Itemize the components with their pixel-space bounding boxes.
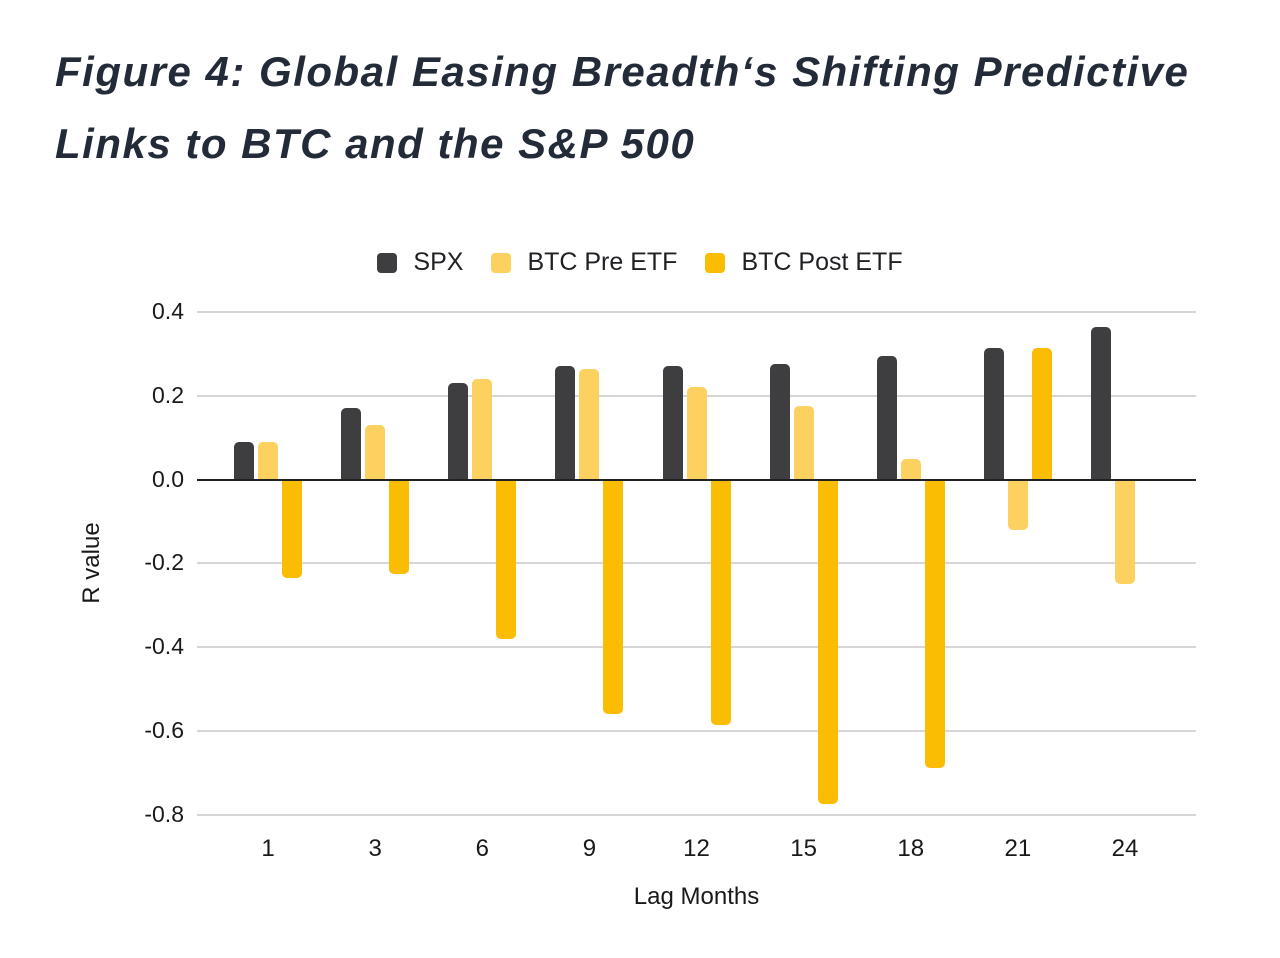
legend-label: BTC Pre ETF [527,248,678,276]
y-tick-label: -0.8 [144,800,184,827]
bar-btc-post-etf-lag-9 [603,479,624,715]
gridline [197,729,1196,732]
legend-label: BTC Post ETF [741,248,903,276]
bar-btc-post-etf-lag-15 [817,479,838,805]
gridline [197,311,1196,313]
bar-spx-lag-18 [876,355,897,480]
x-tick-label: 1 [261,835,275,862]
y-tick-label: 0.2 [152,381,184,408]
gridline [197,813,1196,816]
x-tick-label: 3 [368,835,382,862]
bar-btc-pre-etf-lag-15 [793,406,814,480]
y-tick-label: -0.6 [144,716,184,743]
legend-label: SPX [413,248,464,276]
bar-btc-post-etf-lag-6 [496,479,517,639]
bar-btc-post-etf-lag-18 [924,479,945,769]
x-tick-label: 24 [1111,835,1139,862]
bar-spx-lag-6 [448,383,469,480]
x-tick-label: 6 [475,835,489,862]
x-tick-label: 15 [790,835,817,862]
bar-btc-post-etf-lag-12 [710,479,731,725]
bar-spx-lag-15 [769,364,790,480]
bar-btc-pre-etf-lag-9 [579,368,600,480]
bar-btc-post-etf-lag-1 [282,479,302,578]
bar-spx-lag-1 [234,441,254,480]
bar-btc-pre-etf-lag-1 [258,441,278,480]
legend-swatch [377,252,398,273]
legend-item-btc-pre-etf[interactable]: BTC Pre ETF [491,248,677,277]
y-axis-title: R value [78,522,105,604]
bar-btc-pre-etf-lag-6 [472,379,493,480]
gridline [197,562,1196,565]
legend-item-btc-post-etf[interactable]: BTC Post ETF [705,248,903,277]
x-tick-label: 12 [683,835,710,862]
bar-btc-post-etf-lag-21 [1031,347,1052,480]
bar-spx-lag-12 [662,366,683,480]
x-tick-label: 18 [897,835,925,862]
bar-btc-pre-etf-lag-12 [686,387,707,480]
y-tick-label: 0.4 [152,298,184,324]
bar-btc-pre-etf-lag-21 [1007,479,1028,530]
gridline [197,646,1196,649]
x-axis-title: Lag Months [633,883,760,910]
bar-spx-lag-3 [341,408,362,480]
bar-spx-lag-9 [555,366,576,480]
legend-item-spx[interactable]: SPX [377,248,463,277]
zero-axis-line [197,478,1196,481]
legend-swatch [705,252,726,273]
x-tick-label: 9 [582,835,597,862]
bar-btc-pre-etf-lag-3 [365,425,386,480]
bar-btc-post-etf-lag-3 [389,479,410,574]
x-tick-label: 21 [1004,835,1032,862]
y-tick-label: -0.4 [144,633,184,660]
y-tick-label: -0.2 [144,549,184,576]
bar-spx-lag-21 [983,347,1004,480]
bar-btc-pre-etf-lag-24 [1115,479,1135,585]
legend-swatch [491,252,512,273]
chart-legend: SPX BTC Pre ETF BTC Post ETF [0,248,1280,277]
bar-btc-pre-etf-lag-18 [900,458,921,480]
y-tick-label: 0.0 [152,465,184,492]
bar-spx-lag-24 [1091,326,1111,480]
chart-title: Figure 4: Global Easing Breadth‘s Shifti… [55,48,1190,167]
